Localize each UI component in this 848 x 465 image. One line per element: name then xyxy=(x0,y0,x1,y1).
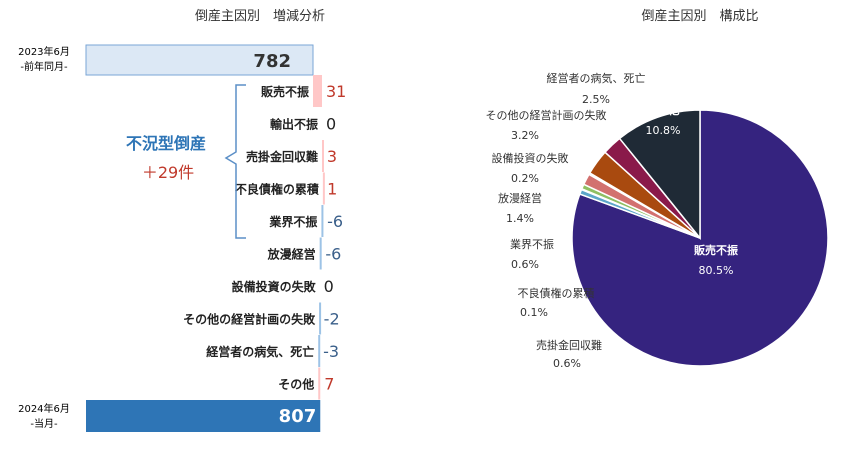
pie-slice-name: 売掛金回収難 xyxy=(536,338,602,352)
pie-slice-name: 設備投資の失敗 xyxy=(492,151,569,165)
step-value-label: -6 xyxy=(327,212,343,231)
category-label: 輸出不振 xyxy=(270,117,318,132)
pie-slice-name: 経営者の病気、死亡 xyxy=(547,71,646,85)
category-label: 売掛金回収難 xyxy=(246,149,318,164)
step-value-label: 0 xyxy=(324,277,334,296)
pie-slice-name: 販売不振 xyxy=(694,243,738,257)
pie-slice-name: 放漫経営 xyxy=(498,191,542,205)
start-value-label: 782 xyxy=(253,51,291,72)
start-label-line2: -前年同月- xyxy=(20,60,68,73)
end-value-label: 807 xyxy=(279,406,317,427)
category-label: 経営者の病気、死亡 xyxy=(206,344,314,359)
pie-slice-pct: 0.2% xyxy=(511,172,539,185)
pie-slice-pct: 0.6% xyxy=(553,357,581,370)
pie-slice-name: その他 xyxy=(647,103,680,117)
pie-slice-pct: 3.2% xyxy=(511,129,539,142)
pie-slice-name: その他の経営計画の失敗 xyxy=(486,108,607,122)
category-label: 販売不振 xyxy=(261,84,309,99)
step-bar xyxy=(321,205,324,237)
waterfall-title: 倒産主因別 増減分析 xyxy=(195,8,325,24)
category-label: 設備投資の失敗 xyxy=(232,279,317,294)
category-label: 不良債権の累積 xyxy=(235,182,320,197)
start-bar xyxy=(85,44,314,76)
bracket-line xyxy=(224,84,246,239)
start-label-line1: 2023年6月 xyxy=(18,45,70,58)
step-value-label: 1 xyxy=(327,180,337,199)
bracket-value: ＋29件 xyxy=(142,163,194,182)
step-bar xyxy=(313,75,322,107)
pie-slice-name: 業界不振 xyxy=(510,237,554,251)
step-bar xyxy=(319,302,322,335)
category-label: その他 xyxy=(278,377,314,392)
step-value-label: -6 xyxy=(325,245,341,264)
step-value-label: 3 xyxy=(327,147,337,166)
category-label: その他の経営計画の失敗 xyxy=(183,312,316,327)
step-value-label: 7 xyxy=(324,375,334,394)
step-bar xyxy=(322,172,325,205)
step-bar xyxy=(318,367,321,400)
pie-slice-pct: 80.5% xyxy=(699,264,734,277)
step-bar xyxy=(321,140,324,172)
end-label-line2: -当月- xyxy=(30,417,58,430)
pie-slice-pct: 0.6% xyxy=(511,258,539,271)
step-bar xyxy=(319,237,322,270)
step-value-label: 31 xyxy=(326,82,346,101)
step-value-label: 0 xyxy=(326,115,336,134)
pie-slice-pct: 1.4% xyxy=(506,212,534,225)
pie-title: 倒産主因別 構成比 xyxy=(641,8,758,24)
pie-slice-pct: 10.8% xyxy=(646,124,681,137)
pie-slice xyxy=(618,109,701,241)
step-value-label: -3 xyxy=(323,342,339,361)
step-bar xyxy=(318,335,321,367)
pie-slice-pct: 0.1% xyxy=(520,306,548,319)
category-label: 業界不振 xyxy=(268,214,317,229)
category-label: 放漫経営 xyxy=(267,247,316,262)
end-bar xyxy=(86,400,321,432)
end-label-line1: 2024年6月 xyxy=(18,402,70,415)
step-value-label: -2 xyxy=(324,310,340,329)
bracket-title: 不況型倒産 xyxy=(126,134,206,153)
pie-slice-name: 不良債権の累積 xyxy=(518,286,595,300)
pie-slice-pct: 2.5% xyxy=(582,93,610,106)
